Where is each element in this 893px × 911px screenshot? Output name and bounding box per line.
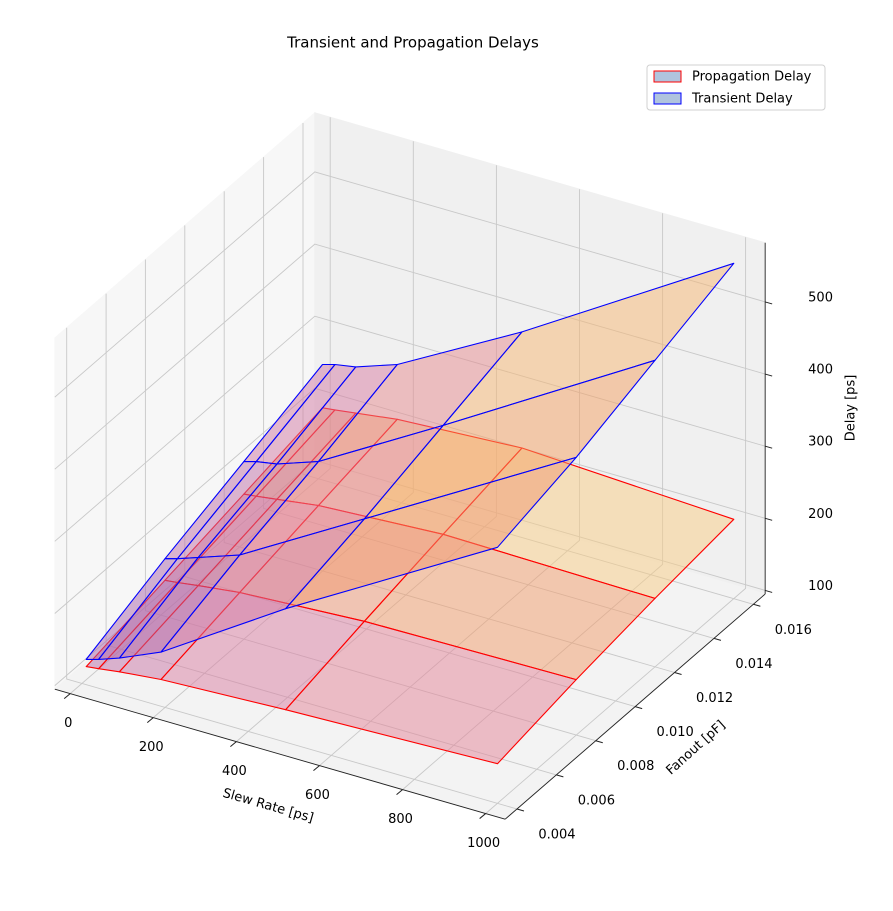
y-tick [635,706,643,710]
x-tick [230,741,237,747]
z-tick [765,301,773,305]
y-tick-label: 0.008 [617,759,654,774]
z-tick-label: 100 [808,579,833,594]
x-tick-label: 200 [139,740,164,755]
legend: Propagation Delay Transient Delay [646,64,826,111]
axis-line [504,593,766,820]
y-tick-label: 0.006 [578,793,615,808]
grid-line [54,171,766,398]
z-tick [765,517,773,521]
legend-patch [653,92,682,105]
y-tick-label: 0.004 [538,827,575,842]
legend-label: Propagation Delay [692,70,812,85]
z-tick-label: 400 [808,363,833,378]
z-tick-label: 200 [808,507,833,522]
y-tick [556,774,564,778]
z-tick-label: 300 [808,435,833,450]
legend-label: Transient Delay [691,92,793,107]
z-tick-label: 500 [808,290,833,305]
z-tick [765,373,773,377]
x-tick [63,693,71,700]
grid-line [485,237,747,814]
x-axis-label: Slew Rate [ps] [221,786,315,826]
x-tick [146,717,154,724]
z-tick [765,445,773,449]
x-tick-label: 1000 [467,836,500,851]
surface-face [285,620,577,765]
x-tick-label: 600 [305,788,330,803]
x-tick [479,813,486,819]
x-tick-label: 0 [64,716,72,731]
y-tick-label: 0.010 [657,725,694,740]
x-tick [396,789,403,795]
y-tick [713,637,722,641]
legend-box [646,64,826,111]
chart-title: Transient and Propagation Delays [286,34,539,52]
y-tick [753,603,761,607]
y-tick-label: 0.016 [775,623,812,638]
y-tick-label: 0.012 [696,691,733,706]
z-tick [765,589,773,593]
y-tick [595,740,603,744]
z-axis-label: Delay [ps] [844,375,859,442]
legend-patch [653,70,682,83]
y-tick [516,808,525,812]
axis-line [54,688,506,820]
x-tick-label: 800 [388,812,413,827]
grid-line [66,327,518,810]
y-tick-label: 0.014 [735,657,772,672]
y-tick [674,672,682,675]
surface-face [285,456,577,610]
x-tick [313,765,320,771]
x-tick-label: 400 [222,764,247,779]
